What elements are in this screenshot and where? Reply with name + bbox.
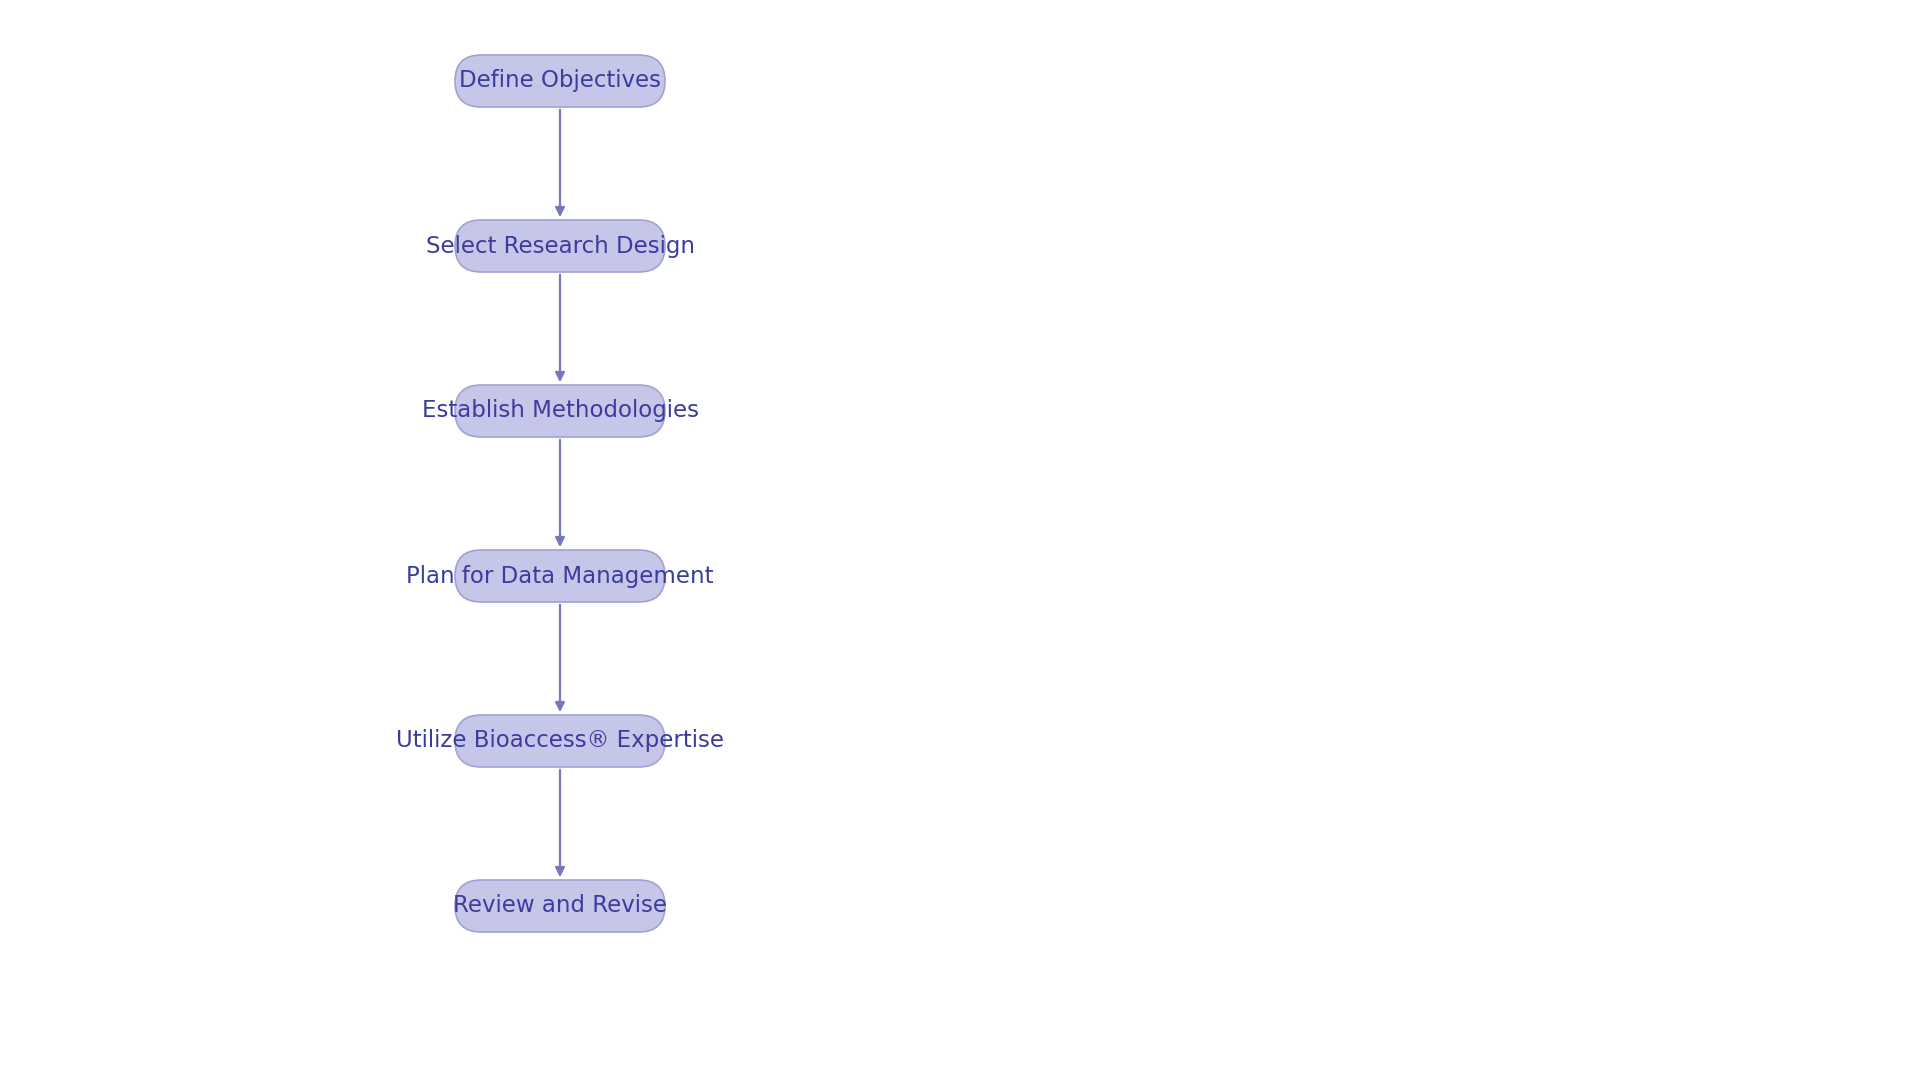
FancyBboxPatch shape (455, 220, 664, 272)
Text: Establish Methodologies: Establish Methodologies (422, 400, 699, 422)
Text: Utilize Bioaccess® Expertise: Utilize Bioaccess® Expertise (396, 730, 724, 753)
FancyBboxPatch shape (455, 550, 664, 602)
FancyBboxPatch shape (455, 384, 664, 438)
Text: Plan for Data Management: Plan for Data Management (407, 564, 714, 587)
FancyBboxPatch shape (455, 880, 664, 932)
FancyBboxPatch shape (455, 55, 664, 107)
Text: Define Objectives: Define Objectives (459, 69, 660, 92)
Text: Review and Revise: Review and Revise (453, 895, 666, 917)
Text: Select Research Design: Select Research Design (426, 235, 695, 258)
FancyBboxPatch shape (455, 715, 664, 767)
